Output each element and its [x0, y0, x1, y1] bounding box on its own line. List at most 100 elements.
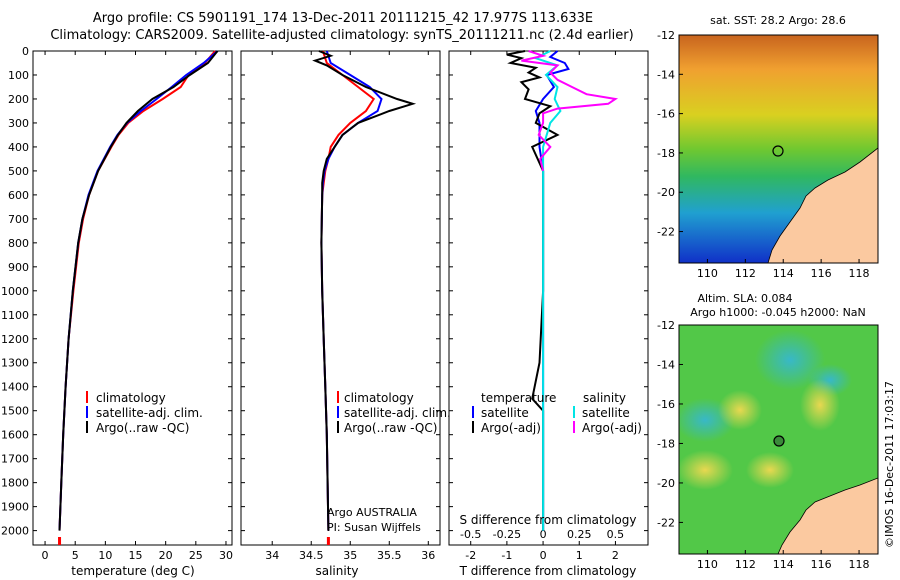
sla-map-subtitle: Argo h1000: -0.045 h2000: NaN [690, 306, 866, 319]
depth-tick-label: 2000 [1, 525, 29, 538]
sst-argo-marker [772, 145, 784, 157]
depth-tick-label: 500 [8, 165, 29, 178]
map-x-tick-label: 118 [849, 558, 870, 571]
sla-land [777, 477, 878, 554]
x-tick-label: 10 [98, 549, 112, 562]
s-diff-tick-label: 0.25 [567, 528, 592, 541]
legend-sal-argo: Argo(-adj) [582, 421, 642, 435]
x-tick-label: 15 [129, 549, 143, 562]
depth-tick-label: 1500 [1, 405, 29, 418]
map-x-tick-label: 112 [735, 558, 756, 571]
x-tick-label: -2 [465, 549, 476, 562]
depth-tick-label: 1300 [1, 357, 29, 370]
map-y-tick-label: -20 [657, 477, 675, 490]
depth-tick-label: 700 [8, 213, 29, 226]
sla-argo-marker [773, 435, 785, 447]
map-axis-ticks: 110 112 114 116 118 -12 -14 -16 -18 -20 -22 110 112 1… [657, 29, 870, 571]
legend-temp-argo: Argo(-adj) [481, 421, 541, 435]
legend-satellite: satellite-adj. clim. [344, 406, 451, 420]
temperature-xlabel: temperature (deg C) [71, 564, 194, 578]
map-x-tick-label: 112 [735, 267, 756, 280]
difference-legend: temperature satellite Argo(-adj) salinit… [472, 391, 642, 435]
imos-stamp: ©IMOS 16-Dec-2011 17:03:17 [883, 381, 896, 548]
header-line2: Climatology: CARS2009. Satellite-adjuste… [50, 28, 633, 43]
map-x-tick-label: 114 [773, 558, 794, 571]
x-tick-label: 34 [265, 549, 279, 562]
x-tick-label: 0 [540, 549, 547, 562]
map-x-tick-label: 110 [697, 267, 718, 280]
sst-map-title: sat. SST: 28.2 Argo: 28.6 [710, 14, 846, 27]
map-x-tick-label: 114 [773, 267, 794, 280]
x-tick-label: 30 [219, 549, 233, 562]
depth-tick-label: 1000 [1, 285, 29, 298]
map-y-tick-label: -20 [657, 186, 675, 199]
header-line1: Argo profile: CS 5901191_174 13-Dec-2011… [93, 11, 593, 26]
map-y-tick-label: -18 [657, 147, 675, 160]
map-y-tick-label: -12 [657, 319, 675, 332]
map-x-tick-label: 118 [849, 267, 870, 280]
pi-label: PI: Susan Wijffels [327, 521, 421, 534]
x-tick-label: 5 [72, 549, 79, 562]
map-x-tick-label: 116 [811, 558, 832, 571]
series-line [58, 50, 219, 531]
depth-tick-label: 1900 [1, 501, 29, 514]
x-tick-label: 25 [189, 549, 203, 562]
depth-tick-label: 900 [8, 261, 29, 274]
x-tick-label: -1 [501, 549, 512, 562]
map-x-tick-label: 110 [697, 558, 718, 571]
salinity-panel [240, 50, 441, 546]
legend-salinity-title: salinity [583, 391, 626, 405]
depth-tick-label: 1700 [1, 453, 29, 466]
map-y-tick-label: -18 [657, 437, 675, 450]
s-diff-tick-label: 0.5 [607, 528, 625, 541]
series-line [58, 50, 219, 531]
profile-lines [58, 50, 619, 545]
depth-tick-label: 300 [8, 117, 29, 130]
x-tick-label: 34.5 [299, 549, 324, 562]
x-tick-label: 2 [612, 549, 619, 562]
difference-panel [448, 50, 649, 546]
map-y-tick-label: -16 [657, 108, 675, 121]
map-y-tick-label: -14 [657, 68, 675, 81]
difference-xlabel: T difference from climatology [459, 564, 637, 578]
depth-tick-label: 0 [22, 45, 29, 58]
difference-top-label: S difference from climatology [460, 513, 637, 527]
depth-tick-label: 400 [8, 141, 29, 154]
salinity-xlabel: salinity [315, 564, 358, 578]
depth-tick-label: 100 [8, 69, 29, 82]
sla-map-title: Altim. SLA: 0.084 [697, 292, 792, 305]
x-tick-label: 36 [421, 549, 435, 562]
temperature-panel [32, 50, 233, 546]
series-line [534, 50, 570, 531]
s-diff-tick-label: -0.25 [493, 528, 521, 541]
legend-sal-satellite: satellite [582, 406, 630, 420]
x-tick-label: 35.5 [377, 549, 402, 562]
x-tick-label: 1 [576, 549, 583, 562]
depth-tick-label: 1100 [1, 309, 29, 322]
map-y-tick-label: -16 [657, 398, 675, 411]
map-y-tick-label: -22 [657, 516, 675, 529]
legend-temp-satellite: satellite [481, 406, 529, 420]
series-line [58, 50, 216, 531]
depth-tick-label: 1400 [1, 381, 29, 394]
argo-australia-label: Argo AUSTRALIA [327, 506, 417, 519]
depth-tick-label: 800 [8, 237, 29, 250]
axis-ticks: 0100200300400500600700800900100011001200… [1, 45, 648, 562]
s-diff-tick-label: 0 [540, 528, 547, 541]
sla-map [679, 325, 878, 554]
salinity-legend: climatology satellite-adj. clim. Argo(..… [337, 391, 451, 435]
series-line [312, 50, 417, 531]
series-line [320, 50, 376, 531]
map-y-tick-label: -12 [657, 29, 675, 42]
legend-temperature-title: temperature [481, 391, 556, 405]
depth-tick-label: 600 [8, 189, 29, 202]
x-tick-label: 35 [343, 549, 357, 562]
legend-climatology: climatology [344, 391, 414, 405]
sst-map [679, 35, 878, 263]
map-y-tick-label: -14 [657, 358, 675, 371]
s-diff-tick-label: -0.5 [460, 528, 481, 541]
depth-tick-label: 1600 [1, 429, 29, 442]
series-line [521, 50, 619, 172]
depth-tick-label: 1200 [1, 333, 29, 346]
